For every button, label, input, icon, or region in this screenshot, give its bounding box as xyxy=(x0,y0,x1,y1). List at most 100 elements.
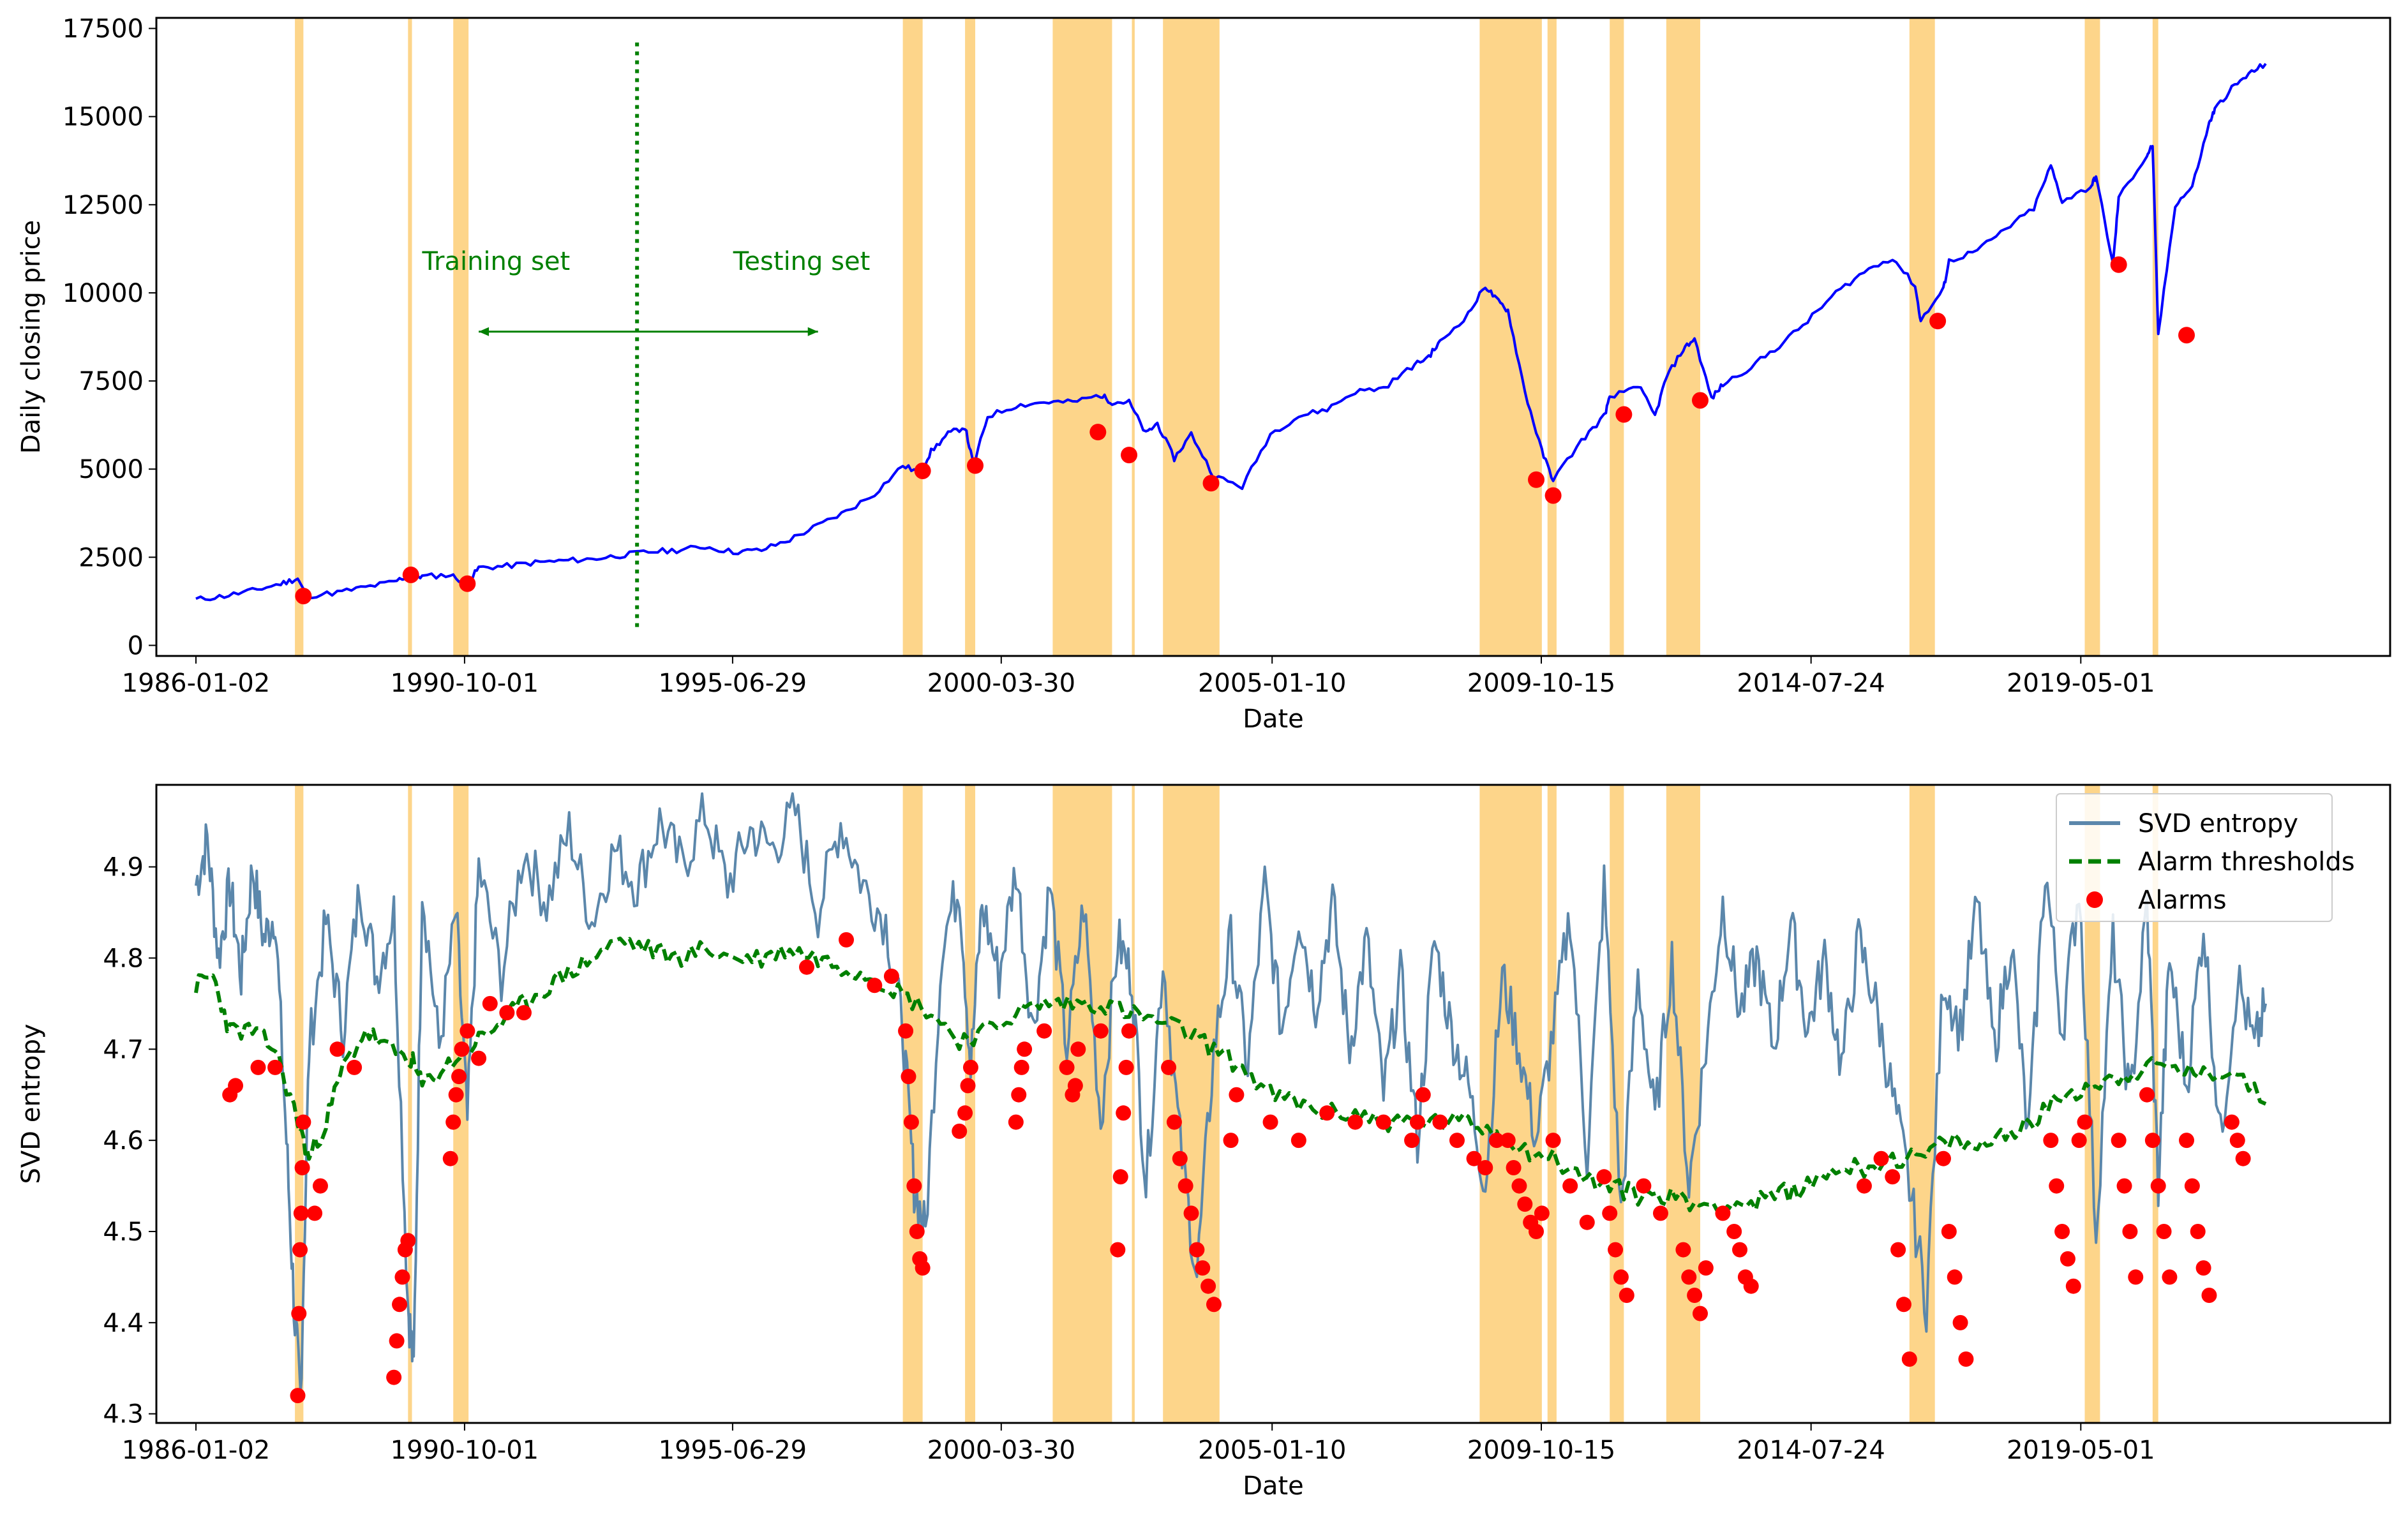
y-tick-label: 10000 xyxy=(63,279,144,308)
alarm-point xyxy=(389,1333,405,1349)
y-tick-label: 4.5 xyxy=(103,1217,144,1247)
crisis-band xyxy=(2084,18,2100,656)
alarm-point xyxy=(312,1178,328,1194)
alarm-point xyxy=(1466,1150,1482,1166)
alarm-point xyxy=(952,1123,968,1139)
alarm-point xyxy=(1172,1150,1188,1166)
alarm-point xyxy=(1319,1105,1335,1121)
alarm-point xyxy=(867,978,883,993)
y-tick-label: 0 xyxy=(128,631,144,660)
crisis-band xyxy=(295,785,304,1423)
y-tick-label: 7500 xyxy=(79,367,144,396)
alarm-point xyxy=(460,1023,475,1039)
alarm-point xyxy=(1929,313,1947,330)
alarm-point xyxy=(471,1050,487,1066)
crisis-band xyxy=(1479,18,1542,656)
crisis-band xyxy=(1132,18,1135,656)
alarm-point xyxy=(1089,424,1107,441)
y-tick-label: 4.3 xyxy=(103,1400,144,1429)
alarm-point xyxy=(1732,1242,1748,1258)
x-tick-label: 2000-03-30 xyxy=(927,1436,1075,1465)
y-tick-label: 15000 xyxy=(63,103,144,132)
alarm-point xyxy=(2122,1224,2138,1239)
y-tick-label: 4.9 xyxy=(103,853,144,882)
price-x-axis-label: Date xyxy=(1243,704,1304,734)
alarm-point xyxy=(1112,1169,1128,1185)
alarm-point xyxy=(1873,1150,1889,1166)
alarm-point xyxy=(2065,1278,2081,1294)
axis-ticks: 1986-01-02 1990-10-01 1995-06-29 2000-03-30… xyxy=(63,15,2155,698)
alarm-point xyxy=(1511,1178,1527,1194)
alarm-point xyxy=(2201,1288,2217,1303)
alarm-threshold-line xyxy=(194,936,2267,1216)
alarm-point xyxy=(451,1069,467,1085)
x-tick-label: 2019-05-01 xyxy=(2007,1436,2155,1465)
alarm-point xyxy=(1229,1087,1245,1103)
alarm-point xyxy=(516,1005,532,1021)
alarm-point xyxy=(307,1205,323,1221)
annotations: Training set Testing set xyxy=(421,42,870,630)
alarm-point xyxy=(1110,1242,1126,1258)
crisis-band xyxy=(1132,785,1135,1423)
alarm-point xyxy=(295,1114,311,1130)
crisis-band xyxy=(1547,18,1557,656)
alarm-point xyxy=(2116,1178,2132,1194)
alarm-point xyxy=(2184,1178,2200,1194)
alarm-point xyxy=(2110,256,2127,273)
alarm-point xyxy=(1608,1242,1624,1258)
price-y-axis-label: Daily closing price xyxy=(17,220,46,454)
alarm-point xyxy=(1500,1133,1516,1149)
alarm-point xyxy=(1941,1224,1957,1239)
alarm-point xyxy=(1121,447,1138,464)
alarm-point xyxy=(1432,1114,1448,1130)
legend: SVD entropy Alarm thresholds Alarms xyxy=(2056,793,2355,922)
crisis-band xyxy=(1610,785,1624,1423)
alarm-point xyxy=(957,1105,973,1121)
alarm-point xyxy=(445,1114,461,1130)
alarm-point xyxy=(2235,1150,2251,1166)
alarm-point xyxy=(2144,1133,2160,1149)
alarm-point xyxy=(2195,1260,2211,1276)
x-tick-label: 2000-03-30 xyxy=(927,669,1075,698)
alarm-point xyxy=(1067,1078,1083,1094)
crisis-band xyxy=(965,18,976,656)
y-tick-label: 4.6 xyxy=(103,1126,144,1156)
alarm-point xyxy=(914,462,931,479)
alarm-point xyxy=(1059,1059,1075,1075)
alarm-point xyxy=(292,1242,308,1258)
alarm-point xyxy=(1936,1150,1951,1166)
alarm-point xyxy=(1715,1205,1731,1221)
x-tick-label: 1995-06-29 xyxy=(659,669,807,698)
alarm-point xyxy=(1121,1023,1137,1039)
alarm-point xyxy=(1223,1133,1239,1149)
crisis-band xyxy=(1052,785,1112,1423)
entropy-panel: 1986-01-02 1990-10-01 1995-06-29 2000-03-30… xyxy=(17,784,2391,1501)
x-tick-label: 2009-10-15 xyxy=(1467,669,1615,698)
alarm-point xyxy=(1477,1160,1493,1175)
alarm-point xyxy=(1545,1133,1561,1149)
crisis-band xyxy=(2152,18,2158,656)
y-tick-label: 12500 xyxy=(63,191,144,220)
alarm-point xyxy=(1202,475,1220,492)
alarm-point xyxy=(909,1224,925,1239)
crisis-band xyxy=(1666,18,1700,656)
alarm-point xyxy=(293,1205,309,1221)
alarm-point xyxy=(2179,1133,2195,1149)
alarm-point xyxy=(267,1059,283,1075)
alarm-point xyxy=(1885,1169,1901,1185)
crisis-band xyxy=(1909,785,1935,1423)
alarm-point xyxy=(1615,406,1633,423)
crisis-bands xyxy=(295,18,2158,656)
alarm-point xyxy=(290,1388,306,1404)
crisis-band xyxy=(902,18,923,656)
crisis-band xyxy=(453,18,469,656)
crisis-band xyxy=(1052,18,1112,656)
series-layer xyxy=(195,63,2267,602)
alarm-point xyxy=(1528,471,1545,488)
alarm-point xyxy=(1579,1214,1595,1230)
y-tick-label: 4.8 xyxy=(103,944,144,973)
alarm-point xyxy=(962,1059,978,1075)
alarm-point xyxy=(1409,1114,1425,1130)
crisis-band xyxy=(1163,18,1220,656)
alarm-point xyxy=(1166,1114,1182,1130)
